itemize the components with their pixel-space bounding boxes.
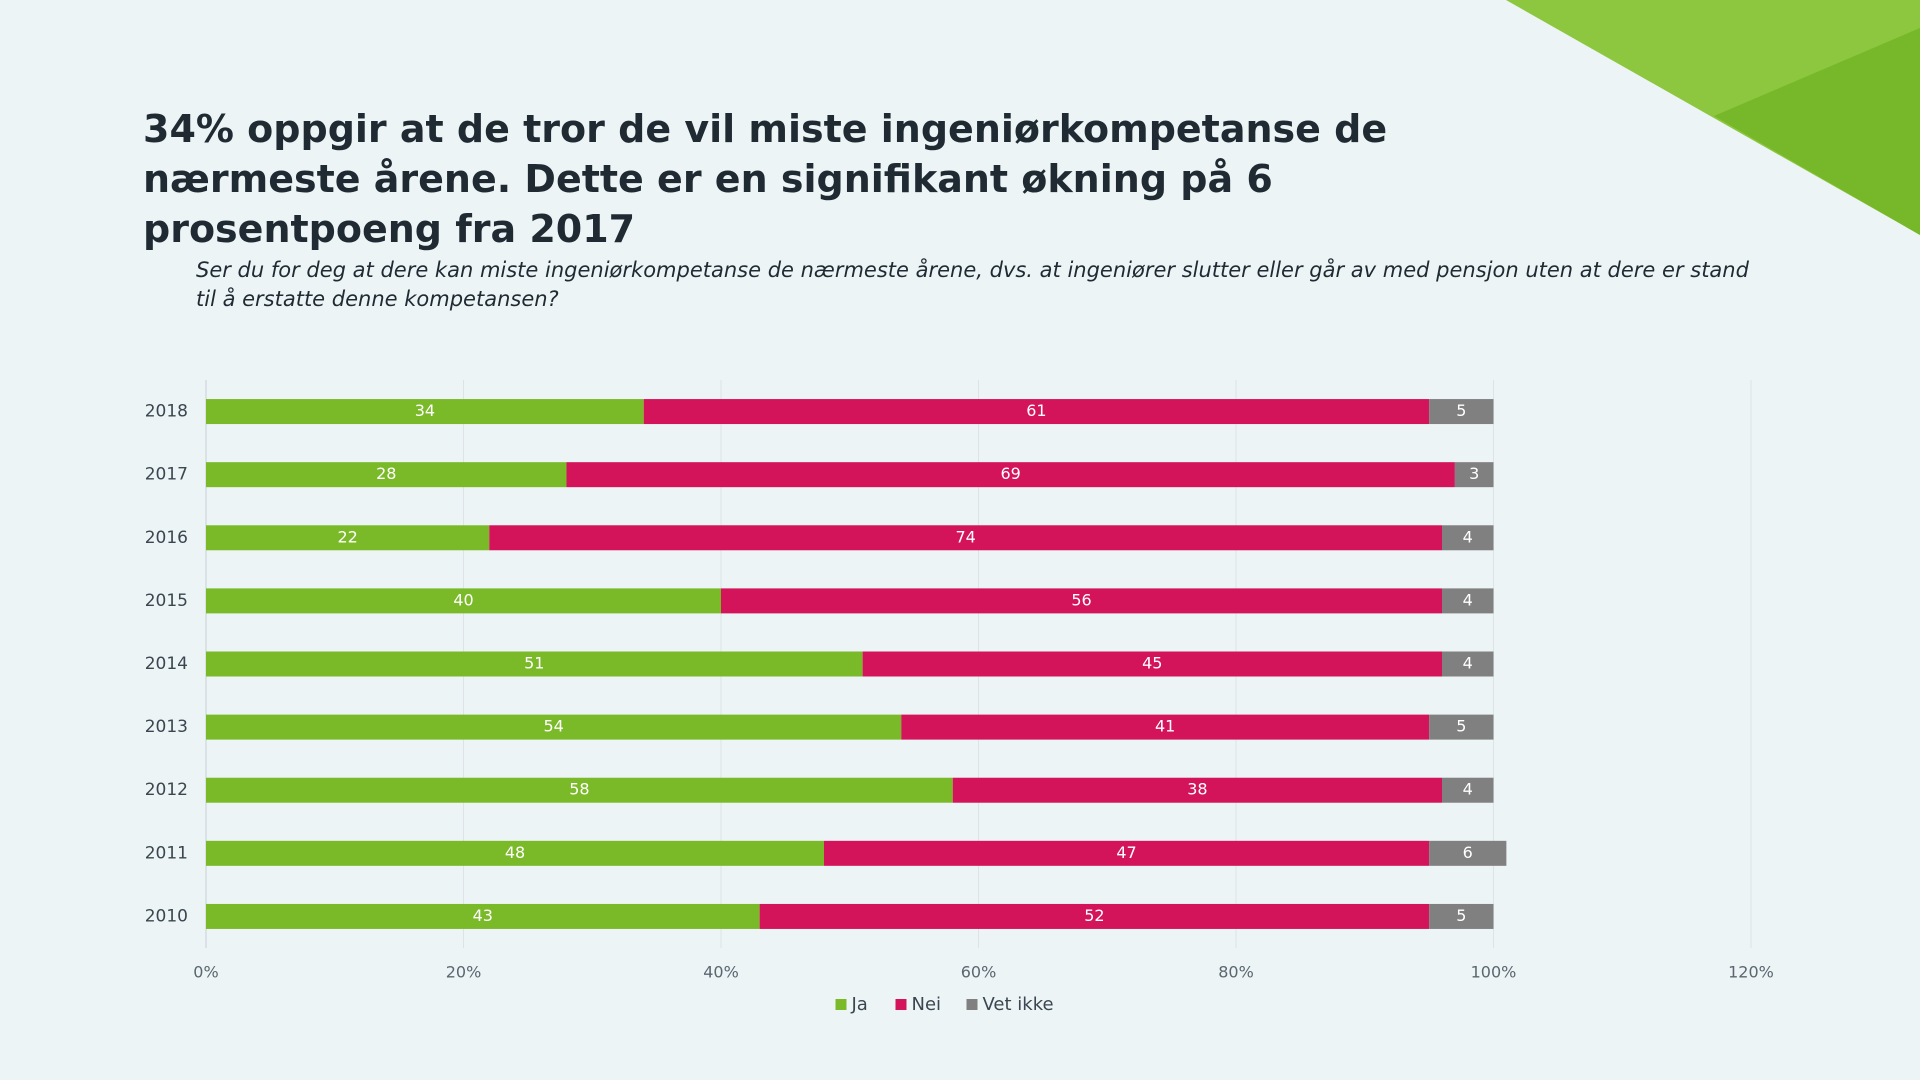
data-label: 74 — [955, 527, 975, 546]
bar-segment — [721, 588, 1442, 614]
data-label: 56 — [1071, 590, 1091, 609]
y-tick-label: 2017 — [145, 465, 188, 485]
corner-triangle — [1506, 0, 1920, 235]
bar-segment — [1442, 651, 1494, 677]
x-tick-label: 80% — [1218, 963, 1254, 982]
x-tick-label: 120% — [1728, 963, 1774, 982]
data-label: 52 — [1084, 906, 1104, 925]
bar-segment — [643, 399, 1430, 425]
y-tick-label: 2011 — [145, 843, 188, 863]
data-label: 58 — [569, 780, 589, 799]
bar-segment — [206, 777, 953, 803]
data-label: 5 — [1456, 401, 1466, 420]
data-label: 38 — [1187, 780, 1207, 799]
bar-segment — [1429, 399, 1494, 425]
x-tick-label: 40% — [703, 963, 739, 982]
data-label: 48 — [505, 843, 525, 862]
bar-segment — [1429, 840, 1507, 866]
data-label: 41 — [1155, 717, 1175, 736]
data-label: 5 — [1456, 717, 1466, 736]
y-tick-label: 2010 — [145, 906, 188, 926]
x-tick-label: 0% — [193, 963, 218, 982]
legend-swatch — [835, 999, 847, 1010]
data-label: 34 — [415, 401, 435, 420]
data-label: 4 — [1463, 654, 1473, 673]
bar-segment — [1442, 525, 1494, 551]
legend-label: Ja — [851, 994, 868, 1015]
bar-segment — [1442, 588, 1494, 614]
bar-segment — [206, 399, 644, 425]
x-tick-label: 20% — [446, 963, 482, 982]
bar-segment — [206, 588, 721, 614]
bar-segment — [206, 903, 760, 929]
bar-segment — [824, 840, 1430, 866]
data-label: 45 — [1142, 654, 1162, 673]
data-label: 47 — [1116, 843, 1136, 862]
x-tick-label: 100% — [1471, 963, 1517, 982]
bar-segment — [952, 777, 1442, 803]
bar-segment — [1429, 903, 1494, 929]
bar-segment — [862, 651, 1442, 677]
data-label: 3 — [1469, 464, 1479, 483]
bar-segment — [1454, 462, 1494, 488]
data-label: 40 — [453, 590, 473, 609]
chart-title: 34% oppgir at de tror de vil miste ingen… — [143, 107, 1388, 251]
y-tick-label: 2018 — [145, 402, 188, 422]
bar-segment — [901, 714, 1430, 740]
data-label: 51 — [524, 654, 544, 673]
data-label: 4 — [1463, 780, 1473, 799]
legend-swatch — [895, 999, 907, 1010]
y-tick-label: 2014 — [145, 654, 188, 674]
legend-label: Vet ikke — [983, 994, 1054, 1015]
legend-label: Nei — [912, 994, 942, 1015]
data-label: 22 — [337, 527, 357, 546]
corner-triangle-dark — [1714, 28, 1920, 235]
data-label: 43 — [473, 906, 493, 925]
y-tick-label: 2015 — [145, 591, 188, 611]
bar-segment — [206, 525, 490, 551]
y-tick-label: 2012 — [145, 780, 188, 800]
x-tick-label: 60% — [961, 963, 997, 982]
data-label: 5 — [1456, 906, 1466, 925]
data-label: 4 — [1463, 527, 1473, 546]
bar-segment — [1429, 714, 1494, 740]
bar-segment — [759, 903, 1430, 929]
bar-segment — [489, 525, 1442, 551]
legend-swatch — [966, 999, 978, 1010]
bar-segment — [206, 462, 567, 488]
y-tick-label: 2013 — [145, 717, 188, 737]
data-label: 28 — [376, 464, 396, 483]
data-label: 54 — [543, 717, 563, 736]
data-label: 69 — [1001, 464, 1021, 483]
chart-subtitle: Ser du for deg at dere kan miste ingeniø… — [196, 258, 1749, 311]
data-label: 61 — [1026, 401, 1046, 420]
bar-segment — [566, 462, 1455, 488]
bar-segment — [206, 714, 902, 740]
data-label: 4 — [1463, 590, 1473, 609]
bar-segment — [206, 840, 824, 866]
data-label: 6 — [1463, 843, 1473, 862]
bar-segment — [206, 651, 863, 677]
y-tick-label: 2016 — [145, 528, 188, 548]
bar-segment — [1442, 777, 1494, 803]
